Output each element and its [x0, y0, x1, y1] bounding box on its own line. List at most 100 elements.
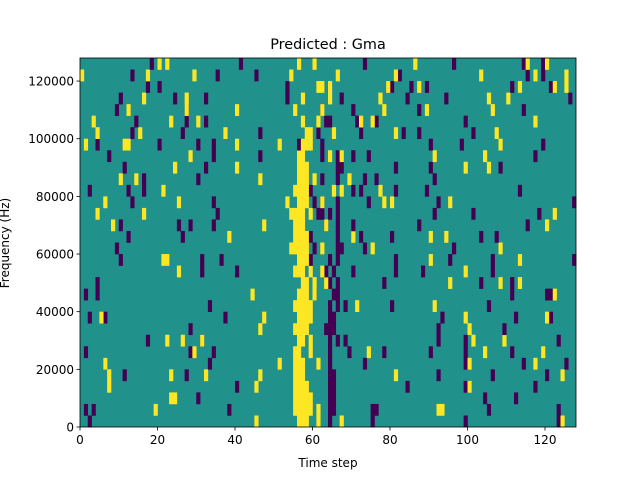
heatmap-cell-low: [328, 207, 333, 220]
heatmap-cell-low: [452, 58, 457, 70]
heatmap-cell-high: [320, 265, 325, 278]
heatmap-cell-low: [463, 380, 468, 393]
heatmap-cell-high: [498, 138, 503, 151]
heatmap-cell-high: [297, 58, 302, 70]
heatmap-cell-low: [219, 254, 224, 266]
heatmap-cell-high: [300, 357, 306, 370]
heatmap-cell-low: [122, 161, 127, 174]
heatmap-cell-high: [297, 392, 302, 405]
heatmap-cell-low: [211, 138, 216, 151]
heatmap-cell-high: [300, 334, 306, 347]
heatmap-cell-high: [169, 392, 174, 405]
heatmap-cell-low: [359, 127, 364, 140]
heatmap-cell-high: [258, 369, 263, 382]
heatmap-cell-high: [339, 184, 344, 197]
heatmap-cell-low: [235, 380, 240, 393]
heatmap-cell-low: [331, 403, 337, 416]
heatmap-cell-low: [428, 138, 433, 151]
heatmap-cell-low: [328, 323, 333, 336]
heatmap-cell-low: [324, 265, 329, 278]
heatmap-cell-high: [235, 104, 240, 116]
heatmap-cell-high: [560, 369, 565, 382]
heatmap-cell-high: [254, 415, 259, 428]
heatmap-cell-low: [444, 92, 449, 105]
heatmap-cell-high: [297, 346, 302, 359]
heatmap-cell-low: [541, 69, 546, 82]
y-tick-label: 80000: [36, 190, 74, 204]
heatmap-cell-low: [525, 69, 530, 82]
heatmap-cell-high: [304, 173, 309, 186]
heatmap-cell-low: [486, 403, 492, 416]
heatmap-cell-high: [308, 311, 313, 324]
heatmap-cell-high: [316, 403, 321, 416]
heatmap-cell-low: [490, 265, 495, 278]
heatmap-cell-high: [297, 265, 302, 278]
heatmap-cell-high: [297, 288, 302, 301]
heatmap-cell-high: [293, 346, 298, 359]
heatmap-cell-high: [169, 115, 174, 128]
heatmap-cell-high: [126, 104, 131, 116]
heatmap-cell-high: [320, 196, 325, 209]
heatmap-cell-low: [95, 288, 100, 301]
heatmap-cell-low: [142, 184, 147, 197]
heatmap-cell-low: [428, 161, 433, 174]
heatmap-cell-high: [304, 127, 309, 140]
heatmap-cell-high: [308, 207, 313, 220]
heatmap-cell-high: [339, 415, 344, 428]
heatmap-cell-high: [393, 69, 399, 82]
heatmap-cell-high: [293, 403, 298, 416]
heatmap-cell-low: [545, 369, 550, 382]
heatmap-cell-low: [227, 403, 232, 416]
heatmap-cell-high: [545, 58, 550, 70]
heatmap-cell-high: [316, 415, 321, 428]
heatmap-cell-high: [293, 380, 298, 393]
heatmap-cell-high: [176, 196, 182, 209]
heatmap-cell-high: [258, 173, 263, 186]
heatmap-cell-low: [452, 242, 457, 255]
heatmap-cell-low: [436, 369, 441, 382]
heatmap-cell-low: [428, 346, 433, 359]
y-tick-label: 60000: [36, 248, 74, 262]
heatmap-cell-low: [328, 254, 333, 266]
heatmap-cell-low: [335, 277, 340, 289]
heatmap-cell-high: [192, 69, 197, 82]
heatmap-cell-low: [382, 277, 387, 289]
heatmap-cell-low: [463, 115, 468, 128]
heatmap-cell-high: [355, 300, 360, 312]
heatmap-cell-high: [448, 277, 453, 289]
heatmap-cell-high: [424, 104, 430, 116]
heatmap-cell-low: [126, 184, 131, 197]
heatmap-cell-high: [142, 92, 147, 105]
heatmap-cell-high: [176, 265, 182, 278]
chart-title: Predicted : Gma: [270, 37, 386, 53]
heatmap-cell-high: [111, 219, 116, 232]
heatmap-cell-high: [223, 127, 228, 140]
heatmap-cell-low: [533, 150, 538, 163]
heatmap-cell-low: [91, 403, 96, 416]
heatmap-cell-high: [428, 230, 433, 243]
heatmap-cell-high: [95, 207, 100, 220]
heatmap-cell-high: [304, 380, 309, 393]
heatmap-cell-low: [421, 265, 426, 278]
heatmap-cell-high: [293, 219, 298, 232]
heatmap-cell-low: [328, 346, 333, 359]
heatmap-cell-high: [393, 369, 399, 382]
heatmap-cell-high: [142, 207, 147, 220]
x-tick-label: 60: [305, 433, 320, 447]
heatmap-cell-low: [180, 127, 185, 140]
heatmap-cell-low: [359, 230, 364, 243]
heatmap-cell-low: [328, 392, 333, 405]
x-tick-label: 120: [534, 433, 557, 447]
heatmap-cell-high: [308, 392, 313, 405]
heatmap-cell-low: [180, 230, 185, 243]
heatmap-cell-high: [118, 173, 123, 186]
heatmap-cell-high: [533, 357, 538, 370]
heatmap-cell-high: [370, 242, 375, 255]
heatmap-cell-high: [300, 150, 306, 163]
heatmap-cell-low: [393, 184, 399, 197]
heatmap-cell-low: [118, 92, 123, 105]
heatmap-cell-high: [316, 81, 321, 93]
heatmap-cell-low: [417, 127, 422, 140]
